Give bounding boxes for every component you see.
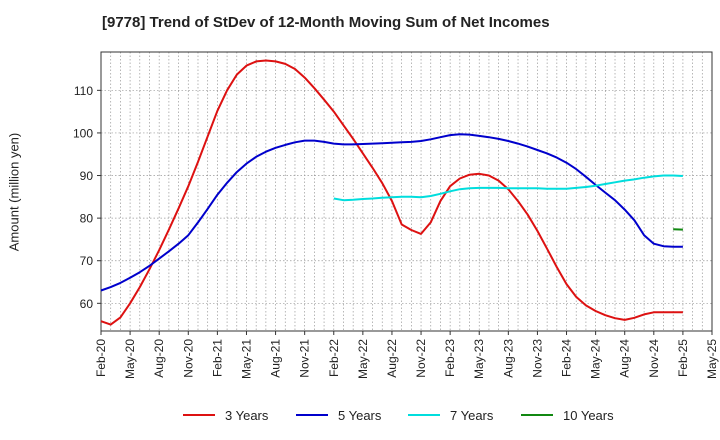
y-tick-label: 60 <box>80 297 94 311</box>
x-tick-label: Feb-20 <box>94 339 108 377</box>
x-tick-label: Feb-21 <box>210 339 224 377</box>
legend-label: 5 Years <box>338 407 382 423</box>
plot-frame <box>100 51 713 332</box>
legend-item: 7 Years <box>408 404 493 426</box>
x-tick-label: May-21 <box>239 339 253 379</box>
series-line-5-years <box>100 133 683 292</box>
x-tick-label: Aug-22 <box>385 339 399 378</box>
x-tick-label: Nov-21 <box>298 339 312 378</box>
x-tick-label: Aug-24 <box>618 339 632 378</box>
legend-item: 5 Years <box>296 404 381 426</box>
x-tick-label: May-20 <box>123 339 137 379</box>
x-tick-label: Nov-24 <box>647 339 661 378</box>
legend-item: 10 Years <box>521 404 614 426</box>
y-tick-label: 90 <box>80 169 94 183</box>
y-tick-label: 80 <box>80 212 94 226</box>
legend-swatch <box>521 414 553 416</box>
x-tick-label: Nov-22 <box>414 339 428 378</box>
x-tick-label: Feb-25 <box>676 339 690 377</box>
series-line-3-years <box>100 59 683 326</box>
legend-swatch <box>296 414 328 416</box>
legend-swatch <box>183 414 215 416</box>
x-tick-label: May-24 <box>589 339 603 379</box>
legend: 3 Years 5 Years 7 Years 10 Years <box>0 404 720 426</box>
y-tick-label: 110 <box>74 84 93 98</box>
y-tick-label: 100 <box>73 126 93 140</box>
legend-label: 10 Years <box>563 407 614 423</box>
chart-title: [9778] Trend of StDev of 12-Month Moving… <box>102 14 550 31</box>
series-line-7-years <box>333 174 683 202</box>
x-tick-label: Aug-20 <box>152 339 166 378</box>
x-tick-label: Aug-21 <box>269 339 283 378</box>
x-tick-label: Feb-22 <box>327 339 341 377</box>
x-tick-label: Feb-23 <box>443 339 457 377</box>
legend-swatch <box>408 414 440 416</box>
x-tick-label: Feb-24 <box>560 339 574 377</box>
legend-label: 3 Years <box>225 407 269 423</box>
y-tick-label: 70 <box>80 254 94 268</box>
plot-area <box>101 52 712 331</box>
legend-label: 7 Years <box>450 407 494 423</box>
x-tick-label: May-23 <box>472 339 486 379</box>
x-tick-label: May-25 <box>705 339 719 379</box>
x-tick-label: May-22 <box>356 339 370 379</box>
legend-item: 3 Years <box>183 404 268 426</box>
x-tick-label: Nov-20 <box>181 339 195 378</box>
x-tick-label: Nov-23 <box>530 339 544 378</box>
x-tick-label: Aug-23 <box>501 339 515 378</box>
